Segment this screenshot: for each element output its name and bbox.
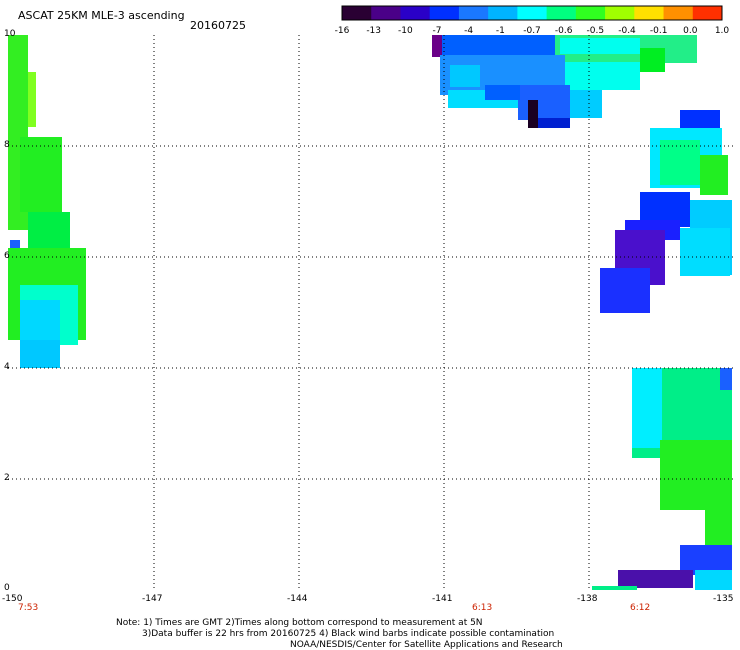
y-axis-labels: 10 8 6 4 2 0 xyxy=(4,29,16,593)
x-tick-label: -138 xyxy=(577,594,598,604)
y-tick-label: 10 xyxy=(4,29,16,39)
swath-right-bottom xyxy=(592,368,732,590)
swath-top-center xyxy=(432,35,697,128)
map-date: 20160725 xyxy=(190,19,246,32)
colorbar-swatch xyxy=(575,6,606,20)
x-tick-label: -144 xyxy=(287,594,308,604)
y-tick-label: 8 xyxy=(4,140,10,150)
colorbar-tick-label: 1.0 xyxy=(715,26,730,36)
colorbar-swatch xyxy=(400,6,431,20)
colorbar-swatch xyxy=(488,6,518,20)
colorbar-swatch xyxy=(429,6,460,20)
x-tick-label: -150 xyxy=(2,594,23,604)
time-label: 7:53 xyxy=(18,603,38,613)
colorbar-tick-label: -0.4 xyxy=(618,26,636,36)
colorbar: -16 -13 -10 -7 -4 -1 -0.7 -0.6 -0.5 -0.4 -0.1 0.0 1.… xyxy=(335,5,730,36)
swath-right-middle xyxy=(600,110,732,313)
colorbar-tick-label: 0.0 xyxy=(683,26,698,36)
colorbar-swatch xyxy=(458,6,489,20)
note-line-2: 3)Data buffer is 22 hrs from 20160725 4)… xyxy=(142,629,554,639)
y-tick-label: 2 xyxy=(4,473,10,483)
colorbar-swatch xyxy=(605,6,635,20)
colorbar-swatch xyxy=(517,6,548,20)
y-tick-label: 0 xyxy=(4,583,10,593)
colorbar-tick-label: -0.7 xyxy=(523,26,541,36)
colorbar-swatch xyxy=(546,6,577,20)
colorbar-tick-label: -7 xyxy=(433,26,442,36)
colorbar-tick-label: -16 xyxy=(335,26,350,36)
colorbar-tick-label: -13 xyxy=(366,26,381,36)
colorbar-swatch xyxy=(371,6,401,20)
colorbar-swatch xyxy=(634,6,665,20)
time-label: 6:12 xyxy=(630,603,650,613)
note-line-1: Note: 1) Times are GMT 2)Times along bot… xyxy=(116,618,483,628)
colorbar-tick-label: -10 xyxy=(398,26,413,36)
swath-left-strip xyxy=(8,35,86,368)
time-labels: 7:53 6:13 6:12 xyxy=(18,603,650,613)
colorbar-swatch xyxy=(663,6,694,20)
colorbar-tick-label: -0.5 xyxy=(587,26,605,36)
colorbar-tick-label: -0.6 xyxy=(555,26,573,36)
colorbar-tick-label: -1 xyxy=(496,26,505,36)
notes: Note: 1) Times are GMT 2)Times along bot… xyxy=(116,618,563,650)
map-title: ASCAT 25KM MLE-3 ascending xyxy=(18,9,185,22)
time-label: 6:13 xyxy=(472,603,492,613)
x-axis-labels: -150 -147 -144 -141 -138 -135 xyxy=(2,594,733,604)
x-tick-label: -135 xyxy=(713,594,733,604)
colorbar-swatch xyxy=(342,6,372,20)
y-tick-label: 4 xyxy=(4,362,10,372)
grid xyxy=(8,35,736,590)
colorbar-swatch xyxy=(692,6,723,20)
colorbar-tick-label: -0.1 xyxy=(650,26,668,36)
x-tick-label: -147 xyxy=(142,594,162,604)
note-line-3: NOAA/NESDIS/Center for Satellite Applica… xyxy=(290,640,563,650)
colorbar-tick-label: -4 xyxy=(464,26,473,36)
y-tick-label: 6 xyxy=(4,251,10,261)
x-tick-label: -141 xyxy=(432,594,452,604)
